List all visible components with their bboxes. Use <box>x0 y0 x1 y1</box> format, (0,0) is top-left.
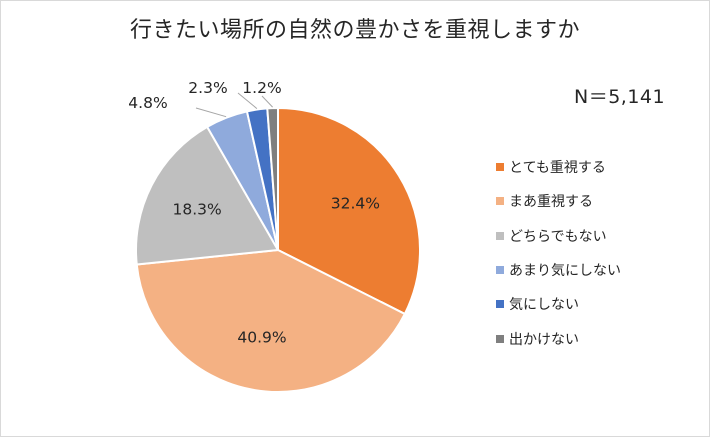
legend-item-1: とても重視する <box>496 150 621 184</box>
data-label-2: 40.9% <box>237 329 286 347</box>
legend: とても重視する まあ重視する どちらでもない あまり気にしない 気にしない出かけない <box>496 150 621 356</box>
data-label-1: 32.4% <box>331 194 380 212</box>
legend-swatch-1 <box>496 163 504 172</box>
legend-label-5: 気にしない <box>509 297 579 314</box>
legend-item-3: どちらでもない <box>496 219 621 253</box>
legend-swatch-6 <box>496 334 504 343</box>
legend-item-5: 気にしない <box>496 287 621 321</box>
legend-label-6: 出かけない <box>509 331 579 348</box>
leader-line-5 <box>237 92 258 109</box>
pie-slice-3 <box>135 125 280 266</box>
pie-slice-6 <box>266 106 279 251</box>
leader-line-4 <box>195 107 227 118</box>
legend-swatch-3 <box>496 231 504 240</box>
legend-label-4: あまり気にしない <box>509 263 621 280</box>
pie-slice-1 <box>277 106 421 316</box>
pie-slice-2 <box>135 248 407 394</box>
leader-line-6 <box>261 95 273 108</box>
legend-swatch-4 <box>496 266 504 275</box>
data-label-6: 1.2% <box>242 79 281 97</box>
legend-item-6: 出かけない <box>496 321 621 355</box>
legend-label-3: どちらでもない <box>509 228 607 245</box>
data-label-3: 18.3% <box>172 201 221 219</box>
chart-title: 行きたい場所の自然の豊かさを重視しますか <box>129 18 580 43</box>
legend-swatch-5 <box>496 300 504 309</box>
legend-swatch-2 <box>496 197 504 206</box>
legend-label-2: まあ重視する <box>509 194 593 211</box>
legend-label-1: とても重視する <box>509 160 606 177</box>
data-label-4: 4.8% <box>128 94 167 112</box>
data-label-5: 2.3% <box>188 79 227 97</box>
sample-size-note: N＝5,141 <box>574 86 666 108</box>
legend-item-2: まあ重視する <box>496 184 621 218</box>
legend-item-4: あまり気にしない <box>496 253 621 287</box>
